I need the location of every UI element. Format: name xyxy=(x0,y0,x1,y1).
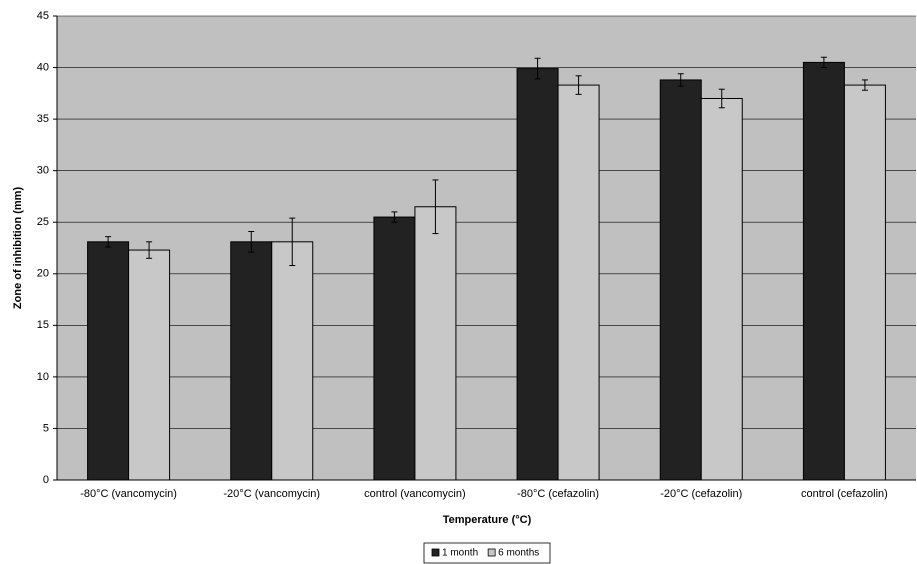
error-bar xyxy=(575,75,582,95)
y-tick-label: 0 xyxy=(43,474,49,486)
legend xyxy=(423,542,551,564)
bar xyxy=(414,206,457,481)
bar xyxy=(700,97,743,481)
bar xyxy=(128,249,171,481)
y-axis-title: Zone of inhibition (mm) xyxy=(12,187,24,310)
legend-label: 1 month xyxy=(442,548,478,559)
legend-swatch xyxy=(487,548,496,557)
error-bar xyxy=(391,211,398,223)
error-bar xyxy=(289,217,296,267)
error-bar xyxy=(534,57,541,80)
y-tick-label: 15 xyxy=(37,319,49,331)
x-tick-label: -20°C (cefazolin) xyxy=(660,488,742,500)
x-tick-label: -80°C (vancomycin) xyxy=(80,488,177,500)
y-tick-label: 10 xyxy=(37,371,49,383)
y-tick-label: 40 xyxy=(37,61,49,73)
plot-area xyxy=(57,16,916,480)
y-tick-label: 20 xyxy=(37,268,49,280)
error-bar xyxy=(105,236,112,248)
bar xyxy=(230,241,273,481)
error-bar xyxy=(718,88,725,109)
bar xyxy=(659,79,702,481)
bar xyxy=(802,61,845,481)
x-tick-label: -20°C (vancomycin) xyxy=(223,488,320,500)
bar xyxy=(87,241,130,481)
legend-label: 6 months xyxy=(498,548,539,559)
error-bar xyxy=(432,179,439,235)
y-tick-label: 5 xyxy=(43,422,49,434)
y-tick-label: 35 xyxy=(37,113,49,125)
bar xyxy=(516,68,559,481)
bar xyxy=(843,84,886,481)
bar xyxy=(271,241,314,481)
error-bar xyxy=(820,56,827,69)
x-tick-label: control (vancomycin) xyxy=(364,488,465,500)
x-axis-title: Temperature (°C) xyxy=(443,514,532,526)
bar xyxy=(557,84,600,481)
x-tick-label: control (cefazolin) xyxy=(801,488,888,500)
y-tick-label: 25 xyxy=(37,216,49,228)
error-bar xyxy=(677,73,684,87)
legend-swatch xyxy=(431,548,440,557)
y-tick-label: 30 xyxy=(37,165,49,177)
x-tick-label: -80°C (cefazolin) xyxy=(517,488,599,500)
error-bar xyxy=(248,231,255,253)
error-bar xyxy=(146,241,153,259)
bar xyxy=(373,216,416,481)
y-tick-label: 45 xyxy=(37,10,49,22)
error-bar xyxy=(861,79,868,91)
